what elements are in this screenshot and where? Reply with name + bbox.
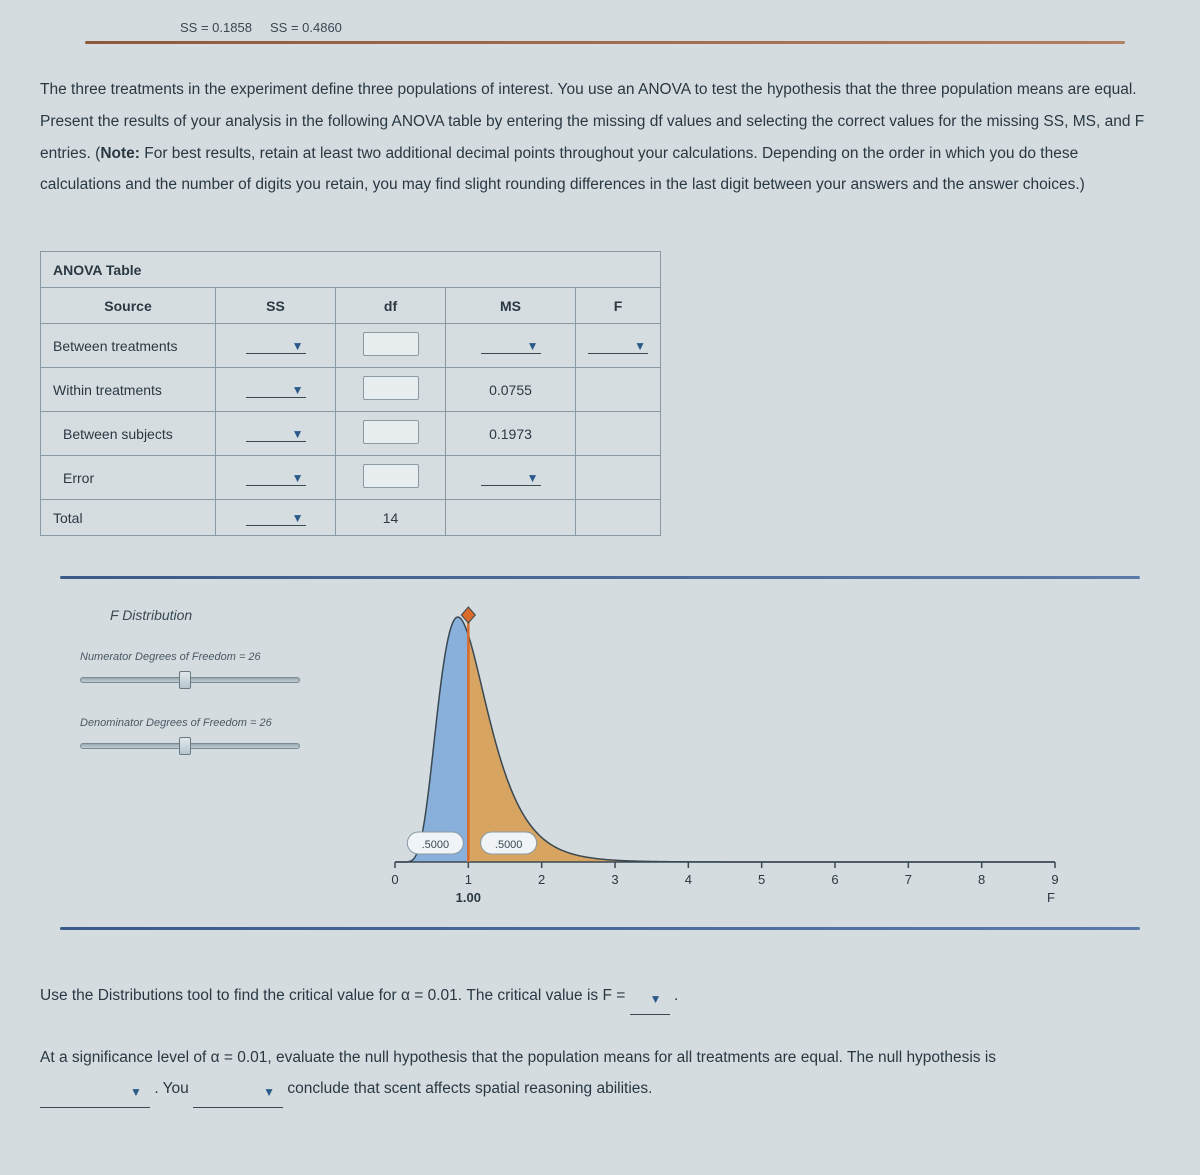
mid-divider bbox=[60, 576, 1140, 579]
q1-post: . bbox=[674, 987, 678, 1004]
svg-text:1: 1 bbox=[465, 872, 472, 887]
ms-between-subj-value: 0.1973 bbox=[446, 412, 576, 456]
top-divider bbox=[85, 41, 1125, 44]
chevron-down-icon: ▼ bbox=[292, 383, 304, 397]
instructions-part2: For best results, retain at least two ad… bbox=[40, 145, 1085, 194]
col-df: df bbox=[336, 288, 446, 324]
distribution-chart[interactable]: 0 1 2 3 4 5 6 7 8 9 F .5000 .5000 1.00 bbox=[310, 597, 1140, 907]
header-ss-values: SS = 0.1858 SS = 0.4860 bbox=[180, 20, 1170, 35]
note-label: Note: bbox=[100, 145, 140, 162]
page: SS = 0.1858 SS = 0.4860 The three treatm… bbox=[0, 0, 1200, 1175]
chevron-down-icon: ▼ bbox=[292, 471, 304, 485]
svg-text:.5000: .5000 bbox=[422, 839, 450, 851]
svg-text:3: 3 bbox=[611, 872, 618, 887]
row-total: Total bbox=[41, 500, 216, 536]
ss-value-1: SS = 0.1858 bbox=[180, 20, 252, 35]
chevron-down-icon: ▼ bbox=[292, 339, 304, 353]
q2-pre: At a significance level of α = 0.01, eva… bbox=[40, 1049, 996, 1066]
col-ss: SS bbox=[216, 288, 336, 324]
svg-text:8: 8 bbox=[978, 872, 985, 887]
chevron-down-icon: ▼ bbox=[527, 339, 539, 353]
svg-text:9: 9 bbox=[1051, 872, 1058, 887]
ss-value-2: SS = 0.4860 bbox=[270, 20, 342, 35]
q1-pre: Use the Distributions tool to find the c… bbox=[40, 987, 630, 1004]
svg-text:2: 2 bbox=[538, 872, 545, 887]
ss-between-dropdown[interactable]: ▼ bbox=[246, 337, 306, 354]
null-hypothesis-dropdown[interactable]: ▼ bbox=[40, 1076, 150, 1108]
distribution-panel: F Distribution Numerator Degrees of Free… bbox=[60, 597, 1140, 907]
ss-error-dropdown[interactable]: ▼ bbox=[246, 469, 306, 486]
ms-within-value: 0.0755 bbox=[446, 368, 576, 412]
ms-between-dropdown[interactable]: ▼ bbox=[481, 337, 541, 354]
f-between-dropdown[interactable]: ▼ bbox=[588, 337, 648, 354]
row-error: Error bbox=[41, 456, 216, 500]
distribution-controls: F Distribution Numerator Degrees of Free… bbox=[60, 597, 310, 907]
conclusion-dropdown[interactable]: ▼ bbox=[193, 1076, 283, 1108]
df-total-value: 14 bbox=[336, 500, 446, 536]
col-f: F bbox=[576, 288, 661, 324]
instructions-text: The three treatments in the experiment d… bbox=[40, 74, 1160, 201]
svg-text:F: F bbox=[1047, 890, 1055, 905]
denominator-df-label: Denominator Degrees of Freedom = 26 bbox=[80, 717, 300, 729]
chevron-down-icon: ▼ bbox=[634, 339, 646, 353]
ms-error-dropdown[interactable]: ▼ bbox=[481, 469, 541, 486]
numerator-df-slider[interactable] bbox=[80, 671, 300, 689]
df-between-input[interactable] bbox=[363, 332, 419, 356]
df-error-input[interactable] bbox=[363, 464, 419, 488]
bottom-divider bbox=[60, 927, 1140, 930]
ss-within-dropdown[interactable]: ▼ bbox=[246, 381, 306, 398]
anova-table: ANOVA Table Source SS df MS F Between tr… bbox=[40, 251, 661, 536]
row-within-treatments: Within treatments bbox=[41, 368, 216, 412]
df-between-subj-input[interactable] bbox=[363, 420, 419, 444]
chevron-down-icon: ▼ bbox=[650, 992, 662, 1006]
slider-thumb[interactable] bbox=[179, 671, 191, 689]
svg-text:5: 5 bbox=[758, 872, 765, 887]
svg-text:6: 6 bbox=[831, 872, 838, 887]
row-between-treatments: Between treatments bbox=[41, 324, 216, 368]
chevron-down-icon: ▼ bbox=[263, 1085, 275, 1099]
svg-text:1.00: 1.00 bbox=[456, 890, 481, 905]
chevron-down-icon: ▼ bbox=[292, 427, 304, 441]
q2-mid: . You bbox=[154, 1080, 193, 1097]
df-within-input[interactable] bbox=[363, 376, 419, 400]
critical-value-question: Use the Distributions tool to find the c… bbox=[40, 980, 1160, 1012]
conclusion-question: At a significance level of α = 0.01, eva… bbox=[40, 1042, 1160, 1105]
svg-text:.5000: .5000 bbox=[495, 839, 523, 851]
svg-text:7: 7 bbox=[905, 872, 912, 887]
svg-text:0: 0 bbox=[391, 872, 398, 887]
distribution-title: F Distribution bbox=[110, 607, 300, 623]
col-ms: MS bbox=[446, 288, 576, 324]
f-distribution-chart: 0 1 2 3 4 5 6 7 8 9 F .5000 .5000 1.00 bbox=[310, 597, 1140, 907]
ss-between-subj-dropdown[interactable]: ▼ bbox=[246, 425, 306, 442]
svg-text:4: 4 bbox=[685, 872, 692, 887]
q2-tail: conclude that scent affects spatial reas… bbox=[287, 1080, 652, 1097]
chevron-down-icon: ▼ bbox=[130, 1085, 142, 1099]
numerator-df-label: Numerator Degrees of Freedom = 26 bbox=[80, 651, 300, 663]
chevron-down-icon: ▼ bbox=[527, 471, 539, 485]
row-between-subjects: Between subjects bbox=[41, 412, 216, 456]
chevron-down-icon: ▼ bbox=[292, 511, 304, 525]
ss-total-dropdown[interactable]: ▼ bbox=[246, 509, 306, 526]
slider-thumb[interactable] bbox=[179, 737, 191, 755]
critical-value-dropdown[interactable]: ▼ bbox=[630, 983, 670, 1015]
denominator-df-slider[interactable] bbox=[80, 737, 300, 755]
anova-title: ANOVA Table bbox=[41, 252, 661, 288]
col-source: Source bbox=[41, 288, 216, 324]
